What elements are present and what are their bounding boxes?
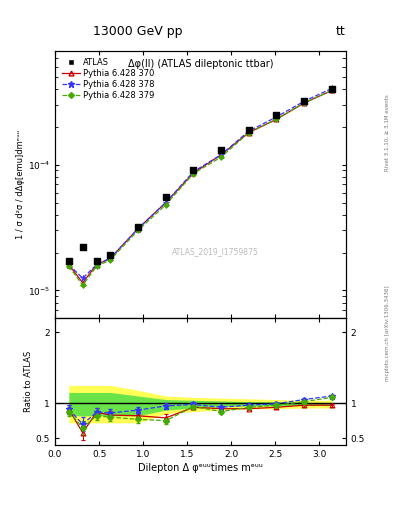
Text: 13000 GeV pp: 13000 GeV pp — [93, 25, 182, 38]
X-axis label: Dilepton Δ φᵉᵘᵘtimes mᵉᵘᵘ: Dilepton Δ φᵉᵘᵘtimes mᵉᵘᵘ — [138, 463, 263, 474]
Y-axis label: 1 / σ d²σ / dΔφ[emu]dmᵉᵘᵘ: 1 / σ d²σ / dΔφ[emu]dmᵉᵘᵘ — [16, 130, 25, 239]
Text: Δφ(ll) (ATLAS dileptonic ttbar): Δφ(ll) (ATLAS dileptonic ttbar) — [128, 59, 273, 69]
Point — [107, 251, 114, 260]
Point — [246, 125, 252, 134]
Point — [218, 146, 224, 155]
Point — [66, 258, 72, 266]
Text: Rivet 3.1.10, ≥ 3.1M events: Rivet 3.1.10, ≥ 3.1M events — [385, 95, 390, 172]
Point — [329, 85, 335, 93]
Point — [301, 97, 307, 105]
Point — [274, 111, 280, 119]
Text: ATLAS_2019_I1759875: ATLAS_2019_I1759875 — [172, 247, 258, 256]
Point — [135, 223, 141, 231]
Y-axis label: Ratio to ATLAS: Ratio to ATLAS — [24, 351, 33, 413]
Point — [94, 258, 100, 266]
Point — [163, 193, 169, 201]
Text: mcplots.cern.ch [arXiv:1306.3436]: mcplots.cern.ch [arXiv:1306.3436] — [385, 285, 390, 380]
Text: tt: tt — [336, 25, 346, 38]
Legend: ATLAS, Pythia 6.428 370, Pythia 6.428 378, Pythia 6.428 379: ATLAS, Pythia 6.428 370, Pythia 6.428 37… — [59, 55, 157, 102]
Point — [79, 243, 86, 251]
Point — [190, 166, 196, 175]
